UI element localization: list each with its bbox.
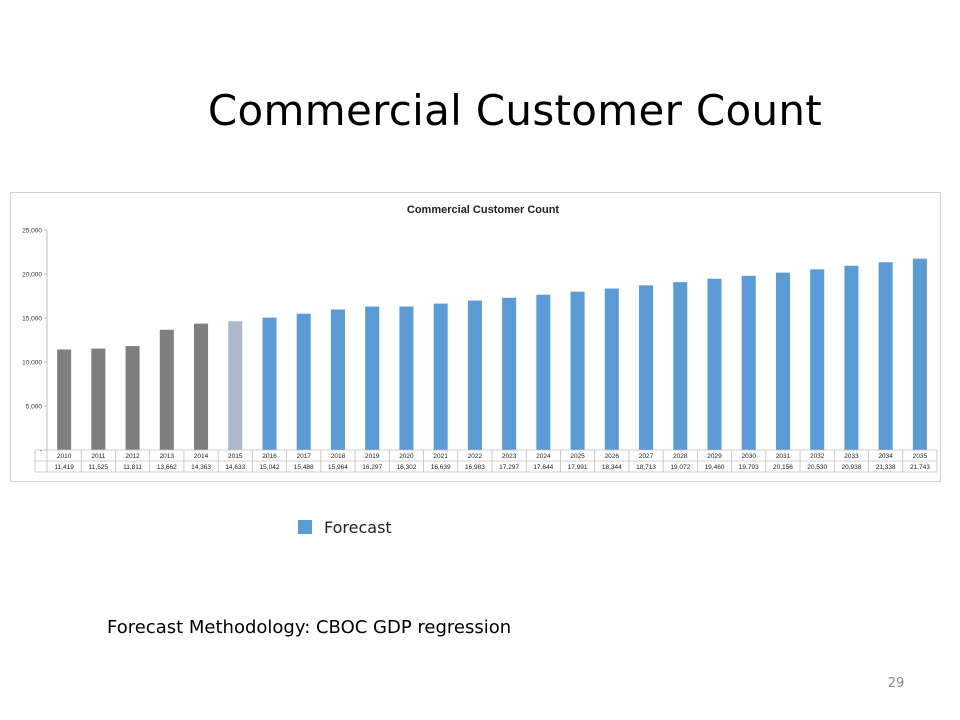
x-tick-label: 2014	[194, 453, 209, 460]
bar-2031	[775, 272, 790, 450]
data-label: 11,419	[54, 464, 74, 471]
bar-2033	[844, 265, 859, 450]
bar-2011	[91, 348, 106, 450]
bar-2025	[570, 291, 585, 450]
x-tick-label: 2010	[57, 453, 72, 460]
x-tick-label: 2027	[639, 453, 654, 460]
data-label: 20,530	[807, 464, 827, 471]
bar-2032	[810, 269, 825, 450]
bar-2020	[399, 306, 414, 450]
x-tick-label: 2033	[844, 453, 859, 460]
bar-2018	[330, 309, 345, 450]
x-tick-label: 2032	[810, 453, 825, 460]
data-label: 11,811	[123, 464, 142, 471]
slide-title: Commercial Customer Count	[207, 86, 823, 135]
legend: Forecast	[298, 517, 392, 537]
data-label: 21,338	[876, 464, 896, 471]
data-label: 19,460	[705, 464, 725, 471]
bars	[57, 258, 927, 450]
x-tick-label: 2022	[468, 453, 483, 460]
x-tick-label: 2035	[913, 453, 928, 460]
x-tick-label: 2030	[741, 453, 756, 460]
data-label: 19,072	[670, 464, 690, 471]
bar-2030	[741, 275, 756, 450]
y-axis: - 5,000 10,000 15,000 20,000 25,000	[22, 228, 48, 455]
data-label: 20,938	[841, 464, 861, 471]
bar-2028	[673, 282, 688, 450]
data-label: 11,525	[89, 464, 109, 471]
legend-swatch-forecast	[298, 520, 312, 534]
data-label: 18,344	[602, 464, 622, 471]
bar-2023	[502, 297, 517, 450]
x-tick-label: 2029	[707, 453, 722, 460]
data-label: 16,297	[362, 464, 382, 471]
bar-2022	[467, 300, 482, 450]
data-label: 16,302	[396, 464, 416, 471]
x-tick-label: 2018	[331, 453, 346, 460]
data-label: 17,297	[499, 464, 519, 471]
page-number: 29	[887, 676, 905, 691]
bar-2029	[707, 278, 722, 450]
x-tick-label: 2025	[570, 453, 585, 460]
bar-2021	[433, 303, 448, 450]
bar-2010	[57, 349, 72, 450]
x-tick-label: 2017	[296, 453, 311, 460]
data-label: 17,991	[568, 464, 588, 471]
chart-title: Commercial Customer Count	[407, 204, 560, 216]
x-tick-label: 2013	[160, 453, 175, 460]
bar-2035	[912, 258, 927, 450]
x-tick-label: 2031	[776, 453, 791, 460]
x-tick-label: 2024	[536, 453, 551, 460]
bar-2019	[365, 306, 380, 450]
y-tick-label: -	[40, 448, 42, 455]
data-label: 18,713	[636, 464, 656, 471]
bar-2024	[536, 294, 551, 450]
forecast-methodology: Forecast Methodology: CBOC GDP regressio…	[107, 617, 512, 638]
bar-2034	[878, 262, 893, 450]
data-label: 14,633	[225, 464, 245, 471]
y-tick-label: 25,000	[22, 228, 42, 235]
data-label: 17,644	[533, 464, 553, 471]
data-label: 14,363	[191, 464, 211, 471]
data-label: 15,964	[328, 464, 348, 471]
bar-2016	[262, 317, 277, 450]
bar-2027	[639, 285, 654, 450]
data-label: 15,042	[260, 464, 280, 471]
data-label: 16,639	[431, 464, 451, 471]
chart-frame: Commercial Customer Count - 5,000 10,000 15…	[10, 192, 941, 482]
data-table: 2010 11,419 2011 11,525 2012 11,811 2013 13,662…	[34, 449, 938, 473]
data-label: 20,156	[773, 464, 793, 471]
bar-2015	[228, 321, 243, 450]
data-label: 21,743	[910, 464, 930, 471]
x-tick-label: 2026	[605, 453, 620, 460]
x-tick-label: 2019	[365, 453, 380, 460]
x-tick-label: 2015	[228, 453, 243, 460]
bar-2013	[159, 329, 174, 450]
bar-chart: Commercial Customer Count - 5,000 10,000 15…	[22, 204, 938, 473]
bar-2026	[604, 288, 619, 450]
x-tick-label: 2034	[878, 453, 893, 460]
x-tick-label: 2012	[125, 453, 140, 460]
x-tick-label: 2011	[91, 453, 105, 460]
y-tick-label: 5,000	[26, 404, 43, 411]
x-tick-label: 2023	[502, 453, 517, 460]
x-tick-label: 2021	[433, 453, 448, 460]
bar-2014	[194, 323, 209, 450]
x-tick-label: 2020	[399, 453, 414, 460]
legend-label-forecast: Forecast	[324, 517, 392, 537]
y-tick-label: 15,000	[22, 316, 42, 323]
y-tick-label: 20,000	[22, 272, 42, 279]
data-label: 16,983	[465, 464, 485, 471]
x-tick-label: 2028	[673, 453, 688, 460]
bar-2012	[125, 346, 140, 450]
bar-2017	[296, 313, 311, 450]
x-tick-label: 2016	[262, 453, 277, 460]
data-label: 13,662	[157, 464, 177, 471]
y-tick-label: 10,000	[22, 360, 42, 367]
data-label: 15,488	[294, 464, 314, 471]
data-label: 19,793	[739, 464, 759, 471]
